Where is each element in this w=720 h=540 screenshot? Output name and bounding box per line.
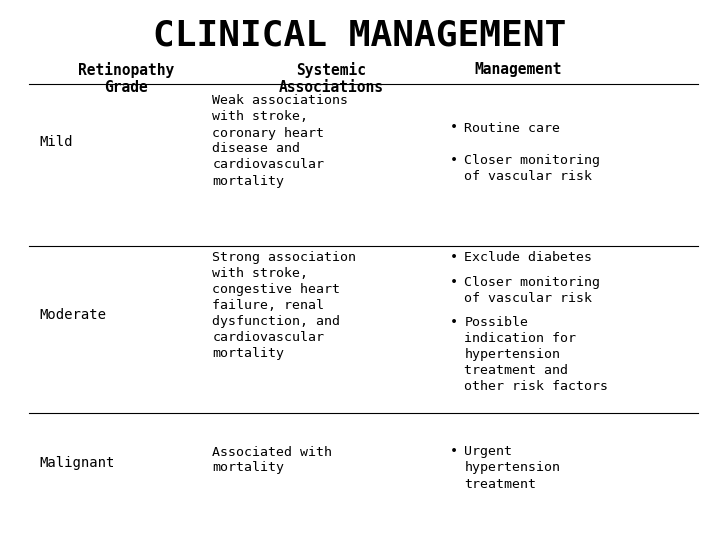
Text: Closer monitoring
of vascular risk: Closer monitoring of vascular risk xyxy=(464,276,600,306)
Text: Mild: Mild xyxy=(40,135,73,149)
Text: •: • xyxy=(450,276,458,289)
Text: •: • xyxy=(450,316,458,329)
Text: Associated with
mortality: Associated with mortality xyxy=(212,446,333,475)
Text: Urgent
hypertension
treatment: Urgent hypertension treatment xyxy=(464,446,560,490)
Text: •: • xyxy=(450,446,458,458)
Text: Possible
indication for
hypertension
treatment and
other risk factors: Possible indication for hypertension tre… xyxy=(464,316,608,393)
Text: Weak associations
with stroke,
coronary heart
disease and
cardiovascular
mortali: Weak associations with stroke, coronary … xyxy=(212,94,348,187)
Text: Moderate: Moderate xyxy=(40,308,107,322)
Text: Closer monitoring
of vascular risk: Closer monitoring of vascular risk xyxy=(464,154,600,183)
Text: Management: Management xyxy=(474,62,562,77)
Text: •: • xyxy=(450,154,458,167)
Text: Strong association
with stroke,
congestive heart
failure, renal
dysfunction, and: Strong association with stroke, congesti… xyxy=(212,251,356,360)
Text: Routine care: Routine care xyxy=(464,122,560,134)
Text: •: • xyxy=(450,251,458,264)
Text: Retinopathy
Grade: Retinopathy Grade xyxy=(78,62,174,96)
Text: •: • xyxy=(450,122,458,134)
Text: Malignant: Malignant xyxy=(40,456,115,470)
Text: CLINICAL MANAGEMENT: CLINICAL MANAGEMENT xyxy=(153,19,567,53)
Text: Exclude diabetes: Exclude diabetes xyxy=(464,251,593,264)
Text: Systemic
Associations: Systemic Associations xyxy=(279,62,384,96)
